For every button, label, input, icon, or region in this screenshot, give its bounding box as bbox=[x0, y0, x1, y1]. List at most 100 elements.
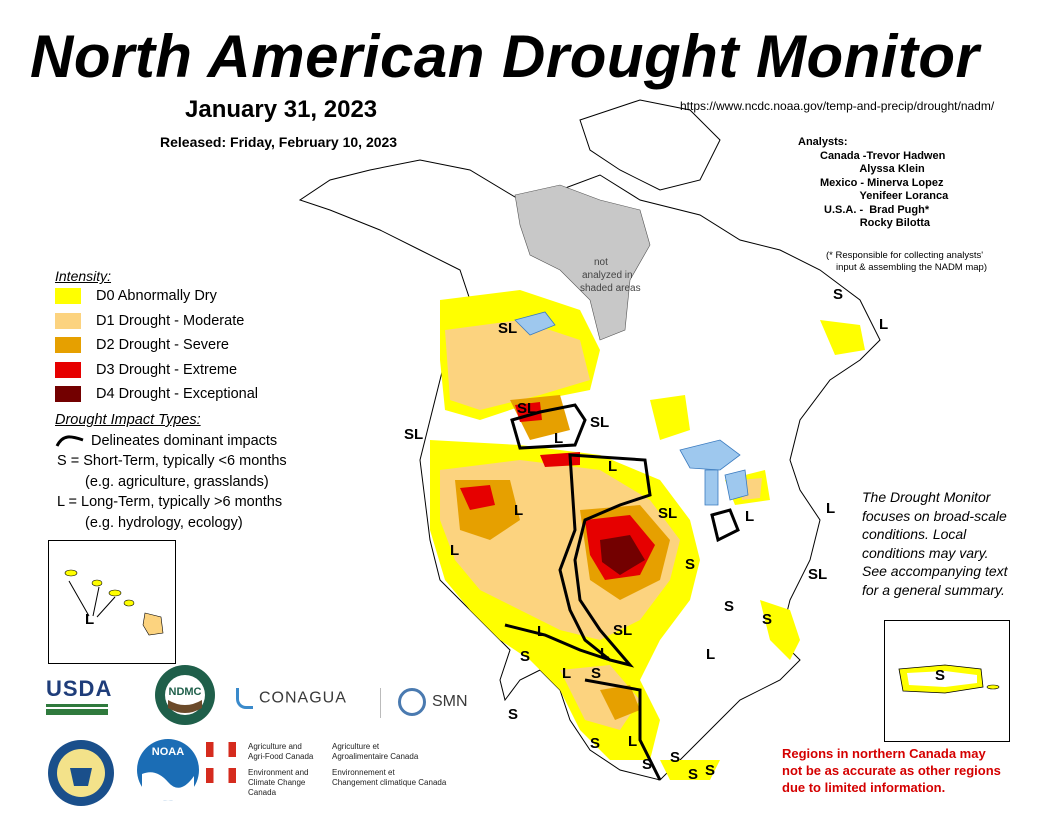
impact-label: L bbox=[600, 645, 610, 662]
impact-label: SL bbox=[404, 426, 424, 443]
impact-types-legend: Drought Impact Types: Delineates dominan… bbox=[55, 410, 395, 533]
analyst-row: Yenifeer Loranca bbox=[820, 190, 949, 202]
analyst-row: Mexico - Minerva Lopez bbox=[820, 176, 944, 189]
commerce-seal-icon bbox=[48, 740, 114, 806]
not-analyzed-area bbox=[514, 184, 651, 341]
eccc-en: Environment and Climate Change Canada bbox=[248, 768, 332, 798]
short-term-example: (e.g. agriculture, grasslands) bbox=[85, 473, 269, 490]
impact-label: S bbox=[762, 611, 773, 628]
arctic-islands bbox=[579, 99, 721, 191]
impact-label: L bbox=[537, 623, 547, 640]
analysts-heading: Analysts: bbox=[798, 136, 848, 148]
note-line: for a general summary. bbox=[862, 581, 1005, 598]
legend-item-d4: D4 Drought - Exceptional bbox=[55, 382, 385, 407]
eccc-logo: Environment and Climate Change Canada En… bbox=[206, 768, 446, 798]
noaa-logo: NOAA bbox=[136, 738, 200, 802]
note-line: See accompanying text bbox=[862, 563, 1008, 579]
impact-label: SL bbox=[808, 566, 828, 583]
great-lakes bbox=[514, 311, 749, 506]
ndmc-seal bbox=[155, 665, 215, 725]
impact-label: S bbox=[705, 762, 716, 779]
impact-label: S bbox=[688, 766, 699, 783]
legend-item-d2: D2 Drought - Severe bbox=[55, 333, 385, 358]
ndmc-logo: NDMC bbox=[154, 664, 216, 726]
legend-item-d1: D1 Drought - Moderate bbox=[55, 309, 385, 334]
long-term-example: (e.g. hydrology, ecology) bbox=[85, 514, 243, 531]
analyst-row: Canada -Trevor Hadwen bbox=[820, 149, 946, 162]
aafc-fr: Agriculture et Agroalimentaire Canada bbox=[332, 742, 418, 762]
smn-icon bbox=[398, 688, 426, 716]
legend-swatch bbox=[55, 288, 81, 305]
hawaii-inset: L bbox=[48, 540, 176, 664]
note-line: conditions. Local bbox=[862, 526, 967, 542]
intensity-legend: Intensity: D0 Abnormally Dry D1 Drought … bbox=[55, 268, 385, 407]
pr-impact-label: S bbox=[935, 667, 946, 684]
legend-swatch bbox=[55, 386, 81, 403]
usda-stripe bbox=[46, 704, 108, 707]
source-url[interactable]: https://www.ncdc.noaa.gov/temp-and-preci… bbox=[680, 99, 995, 113]
analyst-row: Alyssa Klein bbox=[820, 163, 925, 175]
impact-label: L bbox=[554, 430, 564, 447]
analysts-block: Analysts: Canada -Trevor Hadwen Alyssa K… bbox=[798, 136, 948, 231]
note-line: The Drought Monitor bbox=[862, 489, 991, 505]
note-line: due to limited information. bbox=[782, 780, 946, 795]
legend-label: D3 Drought - Extreme bbox=[96, 361, 238, 378]
impact-label: L bbox=[562, 665, 572, 682]
impact-label: S bbox=[833, 286, 844, 303]
impact-label: SL bbox=[498, 320, 518, 337]
puerto-rico-inset: S bbox=[884, 620, 1010, 742]
delineates-row: Delineates dominant impacts bbox=[55, 431, 395, 452]
not-analyzed-label-3: shaded areas bbox=[580, 283, 641, 294]
aafc-en: Agriculture and Agri-Food Canada bbox=[248, 742, 332, 762]
impact-label: S bbox=[508, 706, 519, 723]
impact-label: L bbox=[450, 542, 460, 559]
canada-flag-icon bbox=[206, 742, 236, 757]
impact-label: S bbox=[670, 749, 681, 766]
impact-label: S bbox=[642, 756, 653, 773]
impact-label: SL bbox=[590, 414, 610, 431]
map-date: January 31, 2023 bbox=[185, 96, 378, 123]
impact-label: S bbox=[590, 735, 601, 752]
legend-heading: Intensity: bbox=[55, 268, 112, 284]
legend-swatch bbox=[55, 312, 81, 329]
noaa-text: NOAA bbox=[151, 746, 185, 758]
conagua-icon bbox=[236, 688, 253, 709]
eccc-fr: Environnement et Changement climatique C… bbox=[332, 768, 446, 788]
ndmc-text: NDMC bbox=[168, 686, 202, 698]
analyst-row: Rocky Bilotta bbox=[820, 217, 931, 229]
usda-logo: USDA bbox=[46, 676, 113, 718]
legend-label: D0 Abnormally Dry bbox=[96, 288, 217, 305]
map-title: North American Drought Monitor bbox=[30, 23, 980, 90]
usda-text: USDA bbox=[46, 676, 113, 701]
eccc-en-line: Climate Change Canada bbox=[248, 778, 306, 797]
impacts-heading: Drought Impact Types: bbox=[55, 412, 201, 428]
long-term-label: L = Long-Term, typically >6 months bbox=[57, 494, 283, 510]
aafc-fr-line: Agroalimentaire Canada bbox=[332, 752, 419, 761]
impact-label: S bbox=[591, 665, 602, 682]
impact-label: S bbox=[685, 556, 696, 573]
eccc-en-line: Environment and bbox=[248, 768, 309, 777]
conagua-logo: CONAGUA bbox=[236, 688, 347, 709]
impact-label: L bbox=[608, 458, 618, 475]
smn-logo: SMN bbox=[398, 688, 468, 716]
legend-swatch bbox=[55, 337, 81, 354]
not-analyzed-label-2: analyzed in bbox=[582, 270, 633, 281]
puerto-rico-map bbox=[898, 664, 1000, 694]
impact-label: SL bbox=[517, 400, 537, 417]
canada-agency-logos: Agriculture and Agri-Food Canada Agricul… bbox=[206, 742, 446, 798]
note-line: conditions may vary. bbox=[862, 544, 989, 561]
impact-line-icon bbox=[55, 435, 84, 447]
legend-label: D1 Drought - Moderate bbox=[96, 312, 245, 329]
release-date: Released: Friday, February 10, 2023 bbox=[160, 134, 398, 150]
northern-canada-note: Regions in northern Canada may not be as… bbox=[782, 745, 1032, 796]
eccc-fr-line: Changement climatique Canada bbox=[332, 778, 447, 787]
noaa-seal-icon bbox=[137, 739, 199, 801]
analyst-note-line: (* Responsible for collecting analysts' bbox=[826, 250, 984, 261]
aafc-en-line: Agriculture and bbox=[248, 742, 302, 751]
eccc-fr-line: Environnement et bbox=[332, 768, 395, 777]
note-line: focuses on broad-scale bbox=[862, 507, 1007, 524]
drought-monitor-note: The Drought Monitor focuses on broad-sca… bbox=[862, 488, 1042, 599]
impact-label: S bbox=[724, 598, 735, 615]
impact-label: SL bbox=[613, 622, 633, 639]
